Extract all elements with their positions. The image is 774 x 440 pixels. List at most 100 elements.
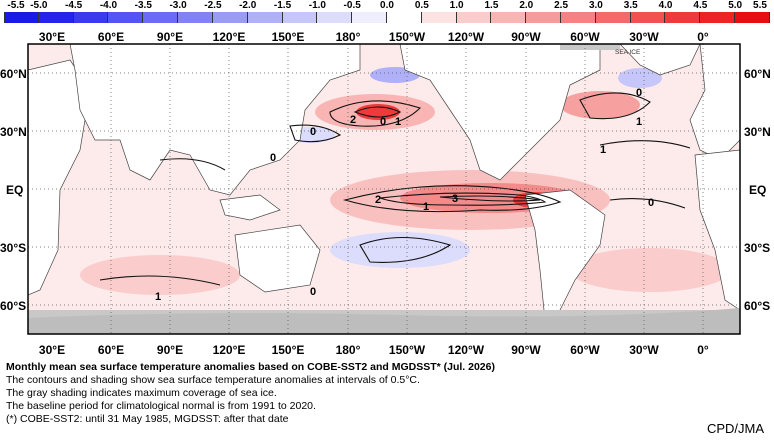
- contour-2c-north-pacific: [353, 106, 402, 118]
- colorbar-swatch: [595, 12, 631, 23]
- top-lon-label: 120°W: [447, 30, 485, 44]
- caption-line: The baseline period for climatological n…: [6, 400, 316, 412]
- top-lon-label: 30°E: [38, 30, 66, 44]
- contour-label: 2: [350, 114, 356, 126]
- greenland-land: [619, 44, 701, 76]
- top-lon-label: 90°W: [511, 30, 541, 44]
- colorbar-tick-label: 1.5: [484, 0, 499, 11]
- top-lon-label: 30°W: [629, 30, 659, 44]
- sst-anomaly-map: 2 0 1 0 0 2 1 3 0 1 1 0 1 0 SEA ICE 30°E…: [0, 30, 774, 360]
- map-caption: Monthly mean sea surface temperature ano…: [6, 361, 666, 426]
- colorbar-tick-label: -0.5: [343, 0, 361, 11]
- contour-1c-equatorial: [342, 185, 562, 213]
- colorbar-swatch: [38, 12, 74, 23]
- colorbar-tick-label: 0.0: [380, 0, 394, 11]
- caption-line: The gray shading indicates maximum cover…: [6, 387, 277, 399]
- colorbar-swatch: [352, 12, 387, 23]
- contour-label: 1: [600, 144, 606, 156]
- colorbar-tick-label: -1.0: [308, 0, 326, 11]
- colorbar-swatch: [700, 12, 736, 23]
- bottom-lon-label: 120°E: [212, 343, 246, 357]
- bottom-lon-label: 180°: [335, 343, 361, 357]
- caption-title: Monthly mean sea surface temperature ano…: [6, 361, 495, 373]
- colorbar-swatch: [630, 12, 666, 23]
- colorbar-tick-label: -3.5: [134, 0, 152, 11]
- contour-label: 0: [648, 197, 654, 209]
- caption-line: (*) COBE-SST2: until 31 May 1985, MGDSST…: [6, 413, 289, 425]
- contour-1c-north-atlantic: [579, 92, 651, 120]
- colorbar-swatch: [421, 12, 457, 23]
- colorbar-swatches: [4, 12, 770, 23]
- left-lat-label: 30°S: [0, 241, 27, 255]
- top-lon-label: 0°: [697, 30, 709, 44]
- south-america-land: [524, 189, 606, 321]
- colorbar-tick-label: 0.5: [414, 0, 429, 11]
- contour-label: 0: [380, 116, 386, 128]
- bottom-lon-label: 90°E: [156, 343, 184, 357]
- arctic-sea-ice: [560, 44, 620, 50]
- colorbar-swatch: [561, 12, 596, 23]
- left-lat-label: EQ: [6, 183, 24, 197]
- colorbar-tick-label: 5.0: [728, 0, 743, 11]
- colorbar-swatch: [143, 12, 179, 23]
- anomaly-contours: [99, 92, 691, 286]
- contour-1c-north-pacific: [329, 100, 422, 127]
- contour-label: 0: [270, 152, 276, 164]
- contour-0c-south-pacific: [359, 236, 452, 263]
- contour-0c-south-atlantic: [609, 198, 686, 209]
- contour-3c-equatorial: [439, 195, 541, 202]
- contour-label: 1: [636, 116, 642, 128]
- top-lon-label: 60°E: [97, 30, 125, 44]
- contour-label: 1: [155, 291, 161, 303]
- colorbar-swatch: [247, 12, 283, 23]
- colorbar-tick-label: -4.0: [99, 0, 118, 11]
- colorbar-swatch: [735, 12, 770, 23]
- bottom-lon-label: 120°W: [447, 343, 485, 357]
- top-lon-label: 60°W: [570, 30, 600, 44]
- contour-label: 0: [310, 126, 316, 138]
- colorbar-legend: -5.5 -5.0 -4.5 -4.0 -3.5 -3.0 -2.5 -2.0 -1.5 -1.0…: [4, 0, 770, 28]
- contour-2c-equatorial: [379, 192, 547, 206]
- north-atlantic-warm-zone: [560, 91, 640, 119]
- contour-label: 1: [423, 201, 429, 213]
- colorbar-tick-label: -5.0: [30, 0, 48, 11]
- north-america-land: [399, 44, 601, 181]
- top-lon-label: 150°W: [388, 30, 426, 44]
- contour-1c-tropical-atlantic: [599, 140, 691, 149]
- colorbar-tick-label: 5.5: [753, 0, 767, 11]
- colorbar-swatch: [317, 12, 353, 23]
- bottom-lon-label: 30°W: [629, 343, 659, 357]
- colorbar-tick-label: -1.5: [273, 0, 292, 11]
- bottom-lon-label: 90°W: [511, 343, 541, 357]
- colorbar-swatch: [108, 12, 144, 23]
- colorbar-tick-label: -5.5: [7, 0, 25, 11]
- colorbar-swatch: [73, 12, 109, 23]
- top-lon-label: 150°E: [271, 30, 305, 44]
- top-lon-label: 120°E: [212, 30, 246, 44]
- colorbar-tick-label: -2.0: [239, 0, 257, 11]
- contour-0c-kuroshio: [289, 124, 342, 143]
- colorbar-tick-label: -2.5: [204, 0, 222, 11]
- colorbar-swatch: [4, 12, 39, 23]
- contour-value-labels: 2 0 1 0 0 2 1 3 0 1 1 0 1 0: [155, 87, 654, 303]
- colorbar-tick-label: 2.0: [519, 0, 534, 11]
- sea-ice-label: SEA ICE: [615, 49, 641, 56]
- colorbar-tick-label: 3.5: [623, 0, 638, 11]
- colorbar-tick-label: -4.5: [65, 0, 83, 11]
- eurasia-land: [69, 44, 361, 196]
- contour-label: 3: [452, 193, 458, 205]
- colorbar-swatch: [526, 12, 561, 23]
- top-lon-label: 90°E: [156, 30, 184, 44]
- caption-line: The contours and shading show sea surfac…: [6, 374, 420, 386]
- credit-label: CPD/JMA: [706, 421, 764, 436]
- bottom-lon-label: 150°E: [271, 343, 305, 357]
- left-lat-label: 60°S: [0, 299, 27, 313]
- contour-label: 2: [375, 194, 381, 206]
- top-lon-label: 180°: [335, 30, 361, 44]
- south-indian-warm-zone: [80, 255, 240, 295]
- bottom-lon-label: 0°: [697, 343, 709, 357]
- colorbar-swatch: [386, 12, 422, 23]
- land-masses: [28, 44, 740, 321]
- south-atlantic-warm-zone: [570, 248, 730, 292]
- colorbar-swatch: [178, 12, 213, 23]
